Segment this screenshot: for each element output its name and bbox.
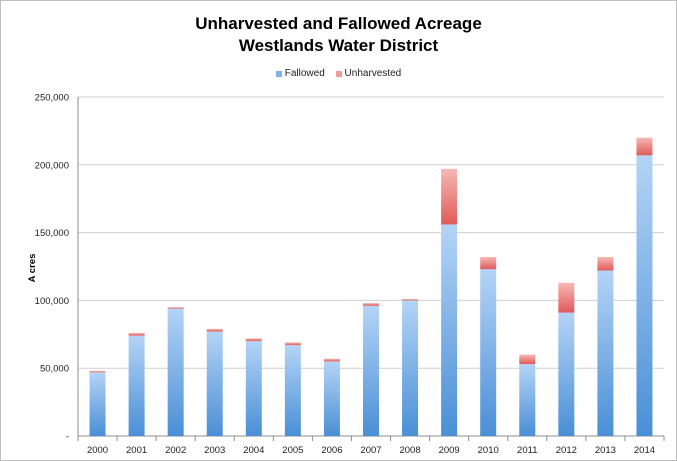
- x-tick-label: 2006: [321, 445, 342, 456]
- y-tick-label: 250,000: [35, 93, 69, 104]
- x-tick-label: 2009: [439, 445, 460, 456]
- x-tick-label: 2001: [126, 445, 147, 456]
- y-tick-label: 200,000: [35, 160, 69, 171]
- y-axis-label: A cres: [27, 254, 38, 283]
- x-tick-label: 2003: [204, 445, 225, 456]
- y-tick-label: -: [66, 432, 69, 443]
- legend-label-fallowed: Fallowed: [284, 68, 325, 79]
- x-tick-label: 2008: [399, 445, 420, 456]
- bar-unharvested-2013: [597, 257, 614, 271]
- bar-unharvested-2006: [323, 358, 340, 362]
- bar-fallowed-2004: [245, 341, 262, 436]
- bar-fallowed-2014: [636, 155, 653, 437]
- y-tick-label: 100,000: [35, 296, 69, 307]
- bar-unharvested-2007: [363, 303, 379, 306]
- bar-unharvested-2010: [480, 257, 497, 270]
- bar-fallowed-2007: [363, 305, 379, 436]
- bar-fallowed-2001: [128, 335, 145, 436]
- axes: - 50,000 100,000 150,000 200,000 250,000 2000 2…: [35, 93, 665, 456]
- x-tick-label: 2012: [556, 445, 577, 456]
- bar-fallowed-2002: [167, 308, 184, 436]
- bar-unharvested-2008: [402, 299, 419, 301]
- bar-fallowed-2012: [558, 312, 575, 436]
- legend-swatch-unharvested: [335, 70, 342, 77]
- bar-fallowed-2003: [206, 331, 223, 436]
- y-tick-label: 150,000: [35, 228, 69, 239]
- legend: Fallowed Unharvested: [0, 68, 677, 80]
- bar-unharvested-2009: [441, 168, 458, 225]
- bar-unharvested-2004: [245, 338, 262, 342]
- bar-fallowed-2013: [597, 270, 614, 436]
- x-tick-label: 2011: [517, 445, 537, 456]
- bar-fallowed-2000: [89, 372, 106, 436]
- bar-unharvested-2003: [206, 328, 223, 332]
- bar-unharvested-2001: [128, 332, 145, 336]
- legend-swatch-fallowed: [275, 70, 282, 77]
- bars: [89, 137, 653, 437]
- bar-unharvested-2012: [558, 282, 575, 313]
- legend-item-unharvested: Unharvested: [335, 68, 402, 79]
- bar-fallowed-2005: [284, 345, 301, 436]
- x-tick-label: 2005: [282, 445, 303, 456]
- bar-fallowed-2009: [441, 224, 458, 436]
- bar-fallowed-2006: [323, 361, 340, 436]
- legend-label-unharvested: Unharvested: [344, 68, 402, 79]
- chart-subtitle: Westlands Water District: [238, 36, 439, 55]
- bar-unharvested-2002: [167, 307, 184, 309]
- x-tick-label: 2014: [634, 445, 655, 456]
- bar-fallowed-2008: [402, 300, 419, 436]
- x-tick-label: 2000: [87, 445, 108, 456]
- y-tick-label: 50,000: [40, 364, 69, 375]
- bar-unharvested-2011: [519, 354, 536, 365]
- bar-fallowed-2010: [480, 269, 497, 436]
- x-tick-label: 2004: [243, 445, 264, 456]
- x-tick-label: 2002: [165, 445, 186, 456]
- x-tick-label: 2010: [478, 445, 499, 456]
- x-tick-label: 2013: [595, 445, 616, 456]
- bar-unharvested-2005: [284, 342, 301, 346]
- chart-title: Unharvested and Fallowed Acreage: [195, 14, 482, 33]
- x-tick-label: 2007: [360, 445, 381, 456]
- bar-unharvested-2014: [636, 137, 653, 156]
- legend-item-fallowed: Fallowed: [275, 68, 325, 79]
- bar-fallowed-2011: [519, 364, 536, 436]
- bar-unharvested-2000: [89, 370, 106, 373]
